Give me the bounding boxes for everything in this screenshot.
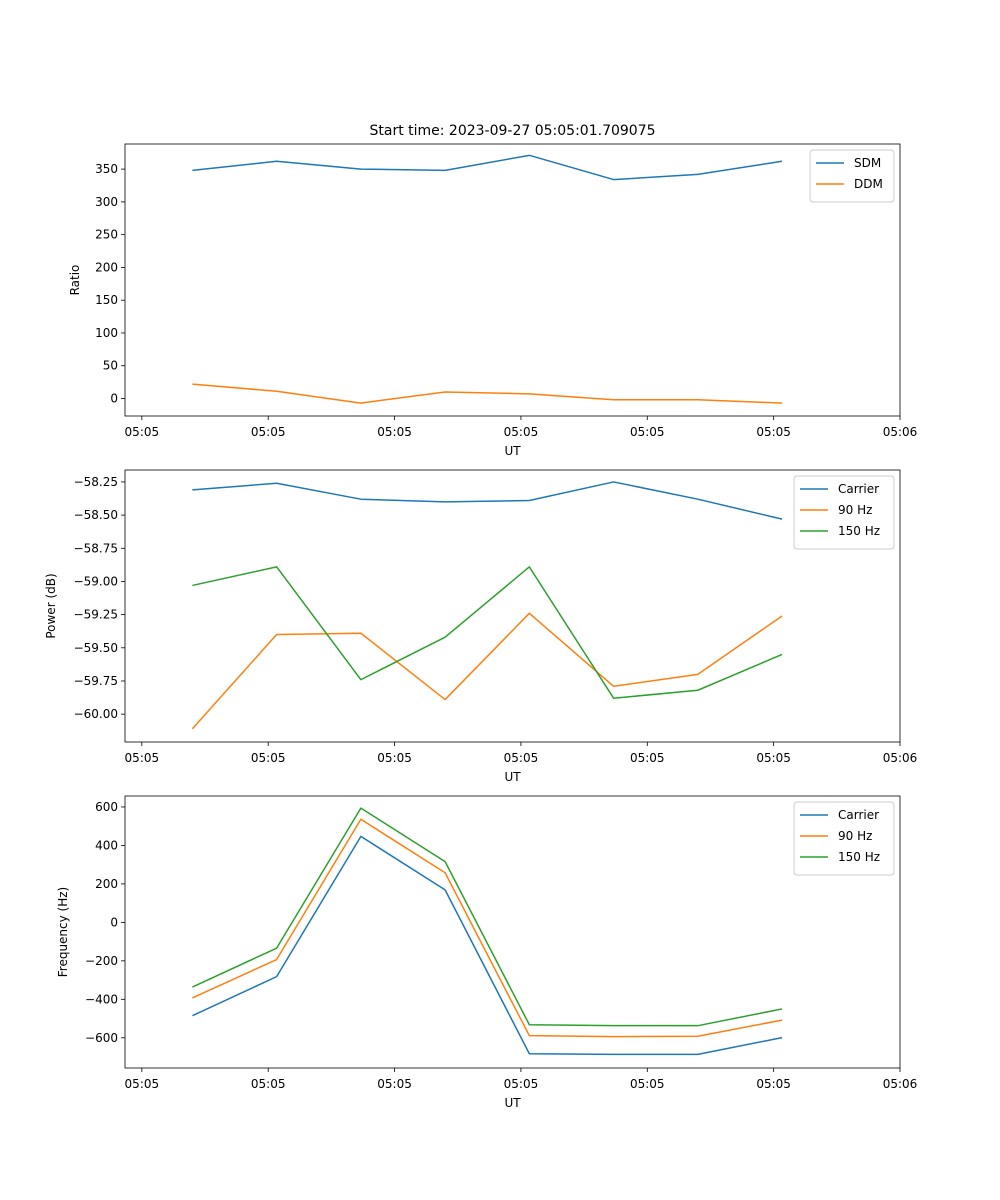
legend-label: 90 Hz: [838, 503, 872, 517]
y-axis-label: Power (dB): [44, 573, 58, 638]
x-tick-label: 05:05: [125, 1077, 160, 1091]
y-tick-label: 600: [95, 800, 118, 814]
series-line-carrier: [192, 835, 783, 1056]
y-tick-label: −59.50: [74, 641, 118, 655]
y-tick-label: 250: [95, 228, 118, 242]
x-tick-label: 05:05: [377, 1077, 412, 1091]
y-tick-label: 100: [95, 326, 118, 340]
y-axis-label: Frequency (Hz): [56, 887, 70, 978]
figure-title: Start time: 2023-09-27 05:05:01.709075: [369, 123, 655, 139]
y-axis-label: Ratio: [68, 265, 82, 296]
y-tick-label: −60.00: [74, 707, 118, 721]
series-line-ddm: [192, 383, 783, 404]
series-line-carrier: [192, 481, 783, 520]
subplot-2: 05:05 05:05 05:05 05:05 05:05 05:05 05:06 −58.2…: [44, 469, 918, 784]
x-tick-label: 05:05: [630, 1077, 665, 1091]
y-tick-label: 200: [95, 877, 118, 891]
x-tick-label: 05:06: [883, 1077, 918, 1091]
y-tick-label: −59.75: [74, 674, 118, 688]
y-tick-label: 300: [95, 195, 118, 209]
series-line-150-hz: [192, 566, 783, 699]
x-axis-label: UT: [504, 1096, 521, 1110]
legend-label: DDM: [854, 177, 883, 191]
y-tick-label: −59.00: [74, 574, 118, 588]
series-line-90-hz: [192, 818, 783, 1038]
x-tick-label: 05:06: [883, 751, 918, 765]
legend-label: 150 Hz: [838, 524, 880, 538]
x-tick-label: 05:05: [251, 751, 286, 765]
x-tick-label: 05:05: [504, 425, 539, 439]
x-tick-label: 05:05: [125, 751, 160, 765]
x-tick-label: 05:05: [251, 425, 286, 439]
legend-label: SDM: [854, 156, 881, 170]
y-tick-label: −400: [85, 992, 118, 1006]
y-tick-label: −59.25: [74, 608, 118, 622]
x-tick-label: 05:05: [125, 425, 160, 439]
x-tick-label: 05:05: [504, 1077, 539, 1091]
x-axis-label: UT: [504, 770, 521, 784]
y-tick-label: 150: [95, 293, 118, 307]
x-tick-label: 05:05: [377, 425, 412, 439]
series-line-90-hz: [191, 612, 783, 730]
x-tick-label: 05:05: [504, 751, 539, 765]
y-tick-label: −58.25: [74, 475, 118, 489]
legend-label: Carrier: [838, 808, 879, 822]
y-tick-label: −58.50: [74, 508, 118, 522]
legend: SDM DDM: [809, 149, 895, 203]
legend-box: [809, 149, 895, 203]
axes-frame: [124, 795, 901, 1069]
y-tick-label: −200: [85, 954, 118, 968]
y-tick-label: 200: [95, 260, 118, 274]
legend: Carrier 90 Hz 150 Hz: [793, 475, 895, 550]
subplot-3: 05:05 05:05 05:05 05:05 05:05 05:05 05:06 600 40…: [56, 795, 918, 1110]
y-tick-label: 350: [95, 162, 118, 176]
series-line-150-hz: [192, 807, 783, 1027]
axes-frame: [124, 469, 901, 743]
x-tick-label: 05:06: [883, 425, 918, 439]
axes-frame: [124, 143, 901, 417]
x-tick-label: 05:05: [756, 751, 791, 765]
y-tick-label: 0: [110, 915, 118, 929]
legend: Carrier 90 Hz 150 Hz: [793, 801, 895, 876]
x-tick-label: 05:05: [630, 425, 665, 439]
x-tick-label: 05:05: [377, 751, 412, 765]
y-tick-label: −600: [85, 1031, 118, 1045]
series-line-sdm: [192, 154, 783, 181]
x-tick-label: 05:05: [251, 1077, 286, 1091]
legend-label: 90 Hz: [838, 829, 872, 843]
legend-label: 150 Hz: [838, 850, 880, 864]
x-axis-label: UT: [504, 444, 521, 458]
y-tick-label: 0: [110, 392, 118, 406]
x-tick-label: 05:05: [630, 751, 665, 765]
legend-label: Carrier: [838, 482, 879, 496]
y-tick-label: −58.75: [74, 541, 118, 555]
y-tick-label: 400: [95, 838, 118, 852]
y-tick-label: 50: [103, 359, 118, 373]
subplot-1: 05:05 05:05 05:05 05:05 05:05 05:05 05:06 0 50 10…: [68, 143, 918, 458]
x-tick-label: 05:05: [756, 1077, 791, 1091]
x-tick-label: 05:05: [756, 425, 791, 439]
